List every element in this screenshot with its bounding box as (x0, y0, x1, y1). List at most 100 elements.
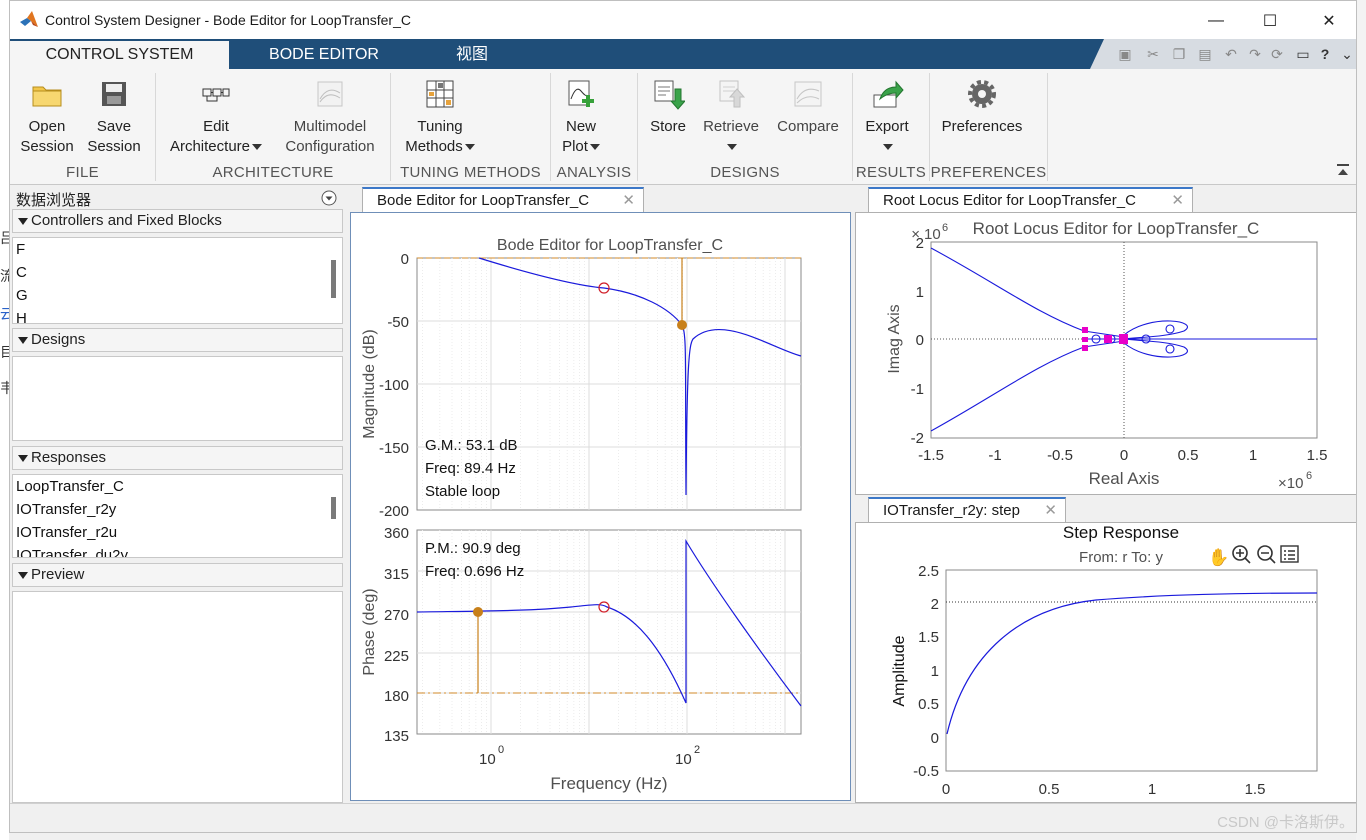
tick-label: 10 (675, 751, 692, 768)
step-response-panel: Step Response From: r To: y ✋ 2.5 2 1.5 … (855, 522, 1357, 803)
group-label-file: FILE (66, 164, 99, 181)
tab-root-locus-editor[interactable]: Root Locus Editor for LoopTransfer_C ✕ (868, 187, 1193, 213)
multimodel-label: Multimodel (293, 118, 367, 135)
plot-toolbar: ✋ (1208, 545, 1299, 567)
phase-curve[interactable] (416, 538, 802, 707)
step-subtitle: From: r To: y (1079, 549, 1163, 566)
caret-down-icon (883, 144, 893, 151)
store-button[interactable]: Store (644, 73, 692, 137)
save-session-button[interactable]: Save Session (82, 73, 146, 157)
caret-down-icon (589, 144, 600, 151)
bode-plot[interactable]: Bode Editor for LoopTransfer_C 0 -50 -10… (351, 213, 850, 800)
group-label-preferences: PREFERENCES (930, 164, 1047, 181)
gm-frequency: Freq: 89.4 Hz (425, 460, 516, 477)
open-session-button[interactable]: Open Session (18, 73, 76, 157)
pan-hand-icon[interactable]: ✋ (1208, 547, 1229, 567)
phase-margin-marker[interactable] (473, 607, 483, 617)
root-locus-title: Root Locus Editor for LoopTransfer_C (973, 219, 1260, 238)
list-item[interactable]: IOTransfer_r2y (16, 501, 117, 518)
mag-grid (417, 258, 801, 510)
scrollbar-thumb[interactable] (331, 497, 336, 519)
collapse-triangle-icon (18, 218, 28, 225)
legend-icon[interactable] (1280, 545, 1299, 563)
tick-label: -1.5 (918, 447, 944, 464)
tuning-label: Tuning (417, 118, 463, 135)
close-tab-icon[interactable]: ✕ (1044, 502, 1057, 519)
zoom-out-icon[interactable] (1257, 545, 1276, 564)
tab-label: IOTransfer_r2y: step (883, 502, 1020, 519)
cut-icon[interactable]: ✂ (1147, 46, 1159, 62)
plot-label: Plot (562, 138, 588, 155)
controllers-list: F C G H (12, 237, 343, 324)
tick-label: -0.5 (913, 763, 939, 780)
list-item[interactable]: H (16, 310, 27, 324)
gain-margin-marker[interactable] (677, 320, 687, 330)
section-designs-header[interactable]: Designs (12, 328, 343, 352)
preferences-button[interactable]: Preferences (936, 73, 1028, 137)
zero-marker[interactable] (598, 282, 610, 294)
zero-marker[interactable] (598, 601, 610, 613)
root-locus-panel: 10 × 6 Root Locus Editor for LoopTransfe… (855, 212, 1357, 495)
retrieve-button[interactable]: Retrieve (698, 73, 764, 157)
bode-editor-panel: Bode Editor for LoopTransfer_C 0 -50 -10… (350, 212, 851, 801)
list-item[interactable]: F (16, 241, 26, 258)
chevron-down-icon[interactable]: ⌄ (1341, 46, 1353, 62)
maximize-button[interactable]: ☐ (1262, 13, 1278, 30)
tick-label: 1.5 (918, 629, 939, 646)
section-preview-header[interactable]: Preview (12, 563, 343, 587)
help-icon[interactable]: ? (1320, 46, 1330, 62)
tab-step-response[interactable]: IOTransfer_r2y: step ✕ (868, 497, 1066, 523)
scrollbar-thumb[interactable] (331, 260, 336, 298)
window-title: Control System Designer - Bode Editor fo… (45, 12, 411, 28)
refresh-icon[interactable]: ⟳ (1271, 46, 1283, 62)
tab-view[interactable]: 视图 (455, 46, 488, 63)
tuning-methods-button[interactable]: Tuning Methods (396, 73, 484, 157)
export-button[interactable]: Export (858, 73, 916, 157)
undo-icon[interactable]: ↶ (1225, 46, 1237, 62)
list-item[interactable]: IOTransfer_r2u (16, 524, 118, 541)
locus-branches[interactable] (930, 247, 1317, 432)
store-label: Store (650, 118, 686, 135)
tick-label: 2 (916, 235, 924, 252)
close-tab-icon[interactable]: ✕ (1171, 192, 1184, 209)
root-locus-plot[interactable]: 10 × 6 Root Locus Editor for LoopTransfe… (856, 213, 1357, 494)
y-scale-base: 10 (924, 226, 941, 243)
redo-icon[interactable]: ↷ (1249, 46, 1261, 62)
multimodel-configuration-button[interactable]: Multimodel Configuration (278, 73, 382, 157)
close-button[interactable]: ✕ (1322, 13, 1336, 30)
tab-bode-editor-document[interactable]: Bode Editor for LoopTransfer_C ✕ (362, 187, 644, 213)
minimize-button[interactable]: — (1208, 12, 1224, 29)
step-curve[interactable] (946, 592, 1318, 735)
compare-button[interactable]: Compare (770, 73, 846, 137)
collapse-triangle-icon (18, 455, 28, 462)
zoom-in-icon[interactable] (1232, 545, 1251, 564)
browser-menu-icon[interactable] (321, 190, 337, 206)
tab-bode-editor[interactable]: BODE EDITOR (269, 46, 379, 63)
closed-loop-poles[interactable] (1082, 327, 1128, 351)
new-plot-button[interactable]: New Plot (556, 73, 606, 157)
tuning-icon (426, 80, 454, 108)
session-label: Session (87, 138, 141, 155)
collapse-ribbon-icon[interactable] (1336, 163, 1350, 177)
step-response-plot[interactable]: Step Response From: r To: y ✋ 2.5 2 1.5 … (856, 523, 1357, 802)
imag-axis-label: Imag Axis (886, 304, 903, 373)
list-item[interactable]: LoopTransfer_C (16, 478, 124, 495)
window-layout-icon[interactable]: ▭ (1296, 46, 1310, 62)
tick-label: -50 (387, 314, 409, 331)
step-title: Step Response (1063, 523, 1179, 542)
edit-architecture-button[interactable]: Edit Architecture (162, 73, 270, 157)
list-item[interactable]: C (16, 264, 27, 281)
list-item[interactable]: IOTransfer_du2y (16, 547, 128, 558)
quick-access-toolbar: ▣ ✂ ❐ ▤ ↶ ↷ ⟳ ▭ ? ⌄ (1090, 39, 1356, 69)
paste-icon[interactable]: ▤ (1198, 46, 1212, 62)
list-item[interactable]: G (16, 287, 28, 304)
tick-label: -1 (988, 447, 1001, 464)
tab-control-system[interactable]: CONTROL SYSTEM (10, 41, 229, 69)
phase-margin-readout: P.M.: 90.9 deg Freq: 0.696 Hz (425, 540, 524, 580)
save-icon[interactable]: ▣ (1118, 46, 1132, 62)
section-controllers-header[interactable]: Controllers and Fixed Blocks (12, 209, 343, 233)
magnitude-curve[interactable] (478, 257, 802, 496)
close-tab-icon[interactable]: ✕ (622, 192, 635, 209)
copy-icon[interactable]: ❐ (1172, 46, 1186, 62)
section-responses-header[interactable]: Responses (12, 446, 343, 470)
